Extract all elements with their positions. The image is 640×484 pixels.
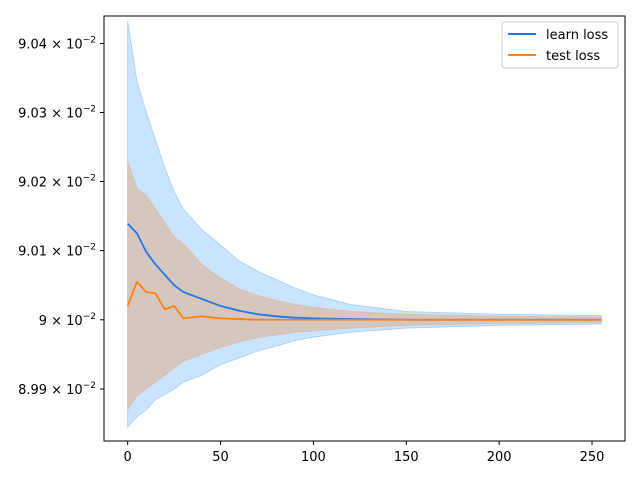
band-test-loss [127, 160, 602, 412]
legend-label-learn-loss: learn loss [546, 28, 608, 43]
legend: learn loss test loss [501, 21, 619, 69]
x-tick-label: 50 [212, 450, 229, 465]
x-tick-label: 150 [394, 450, 419, 465]
y-tick-label: 9.04 × 10−2 [18, 36, 96, 53]
x-tick-label: 0 [124, 450, 132, 465]
y-axis-ticks: 8.99 × 10−2 9 × 10−2 9.01 × 10−2 9.02 × 10−… [18, 36, 104, 398]
y-tick-label: 9 × 10−2 [39, 312, 96, 329]
x-tick-label: 200 [487, 450, 512, 465]
y-tick-label: 9.03 × 10−2 [18, 104, 96, 121]
line-test-loss [126, 280, 602, 321]
plot-frame [103, 15, 626, 442]
x-axis-ticks: 0 50 100 150 200 250 [124, 441, 605, 465]
x-tick-label: 100 [301, 450, 326, 465]
legend-label-test-loss: test loss [546, 49, 600, 64]
y-tick-label: 9.02 × 10−2 [18, 174, 96, 191]
x-tick-label: 250 [580, 450, 605, 465]
y-tick-label: 8.99 × 10−2 [18, 381, 96, 398]
y-tick-label: 9.01 × 10−2 [18, 243, 96, 260]
series-lines [126, 223, 602, 321]
confidence-bands [127, 21, 602, 429]
